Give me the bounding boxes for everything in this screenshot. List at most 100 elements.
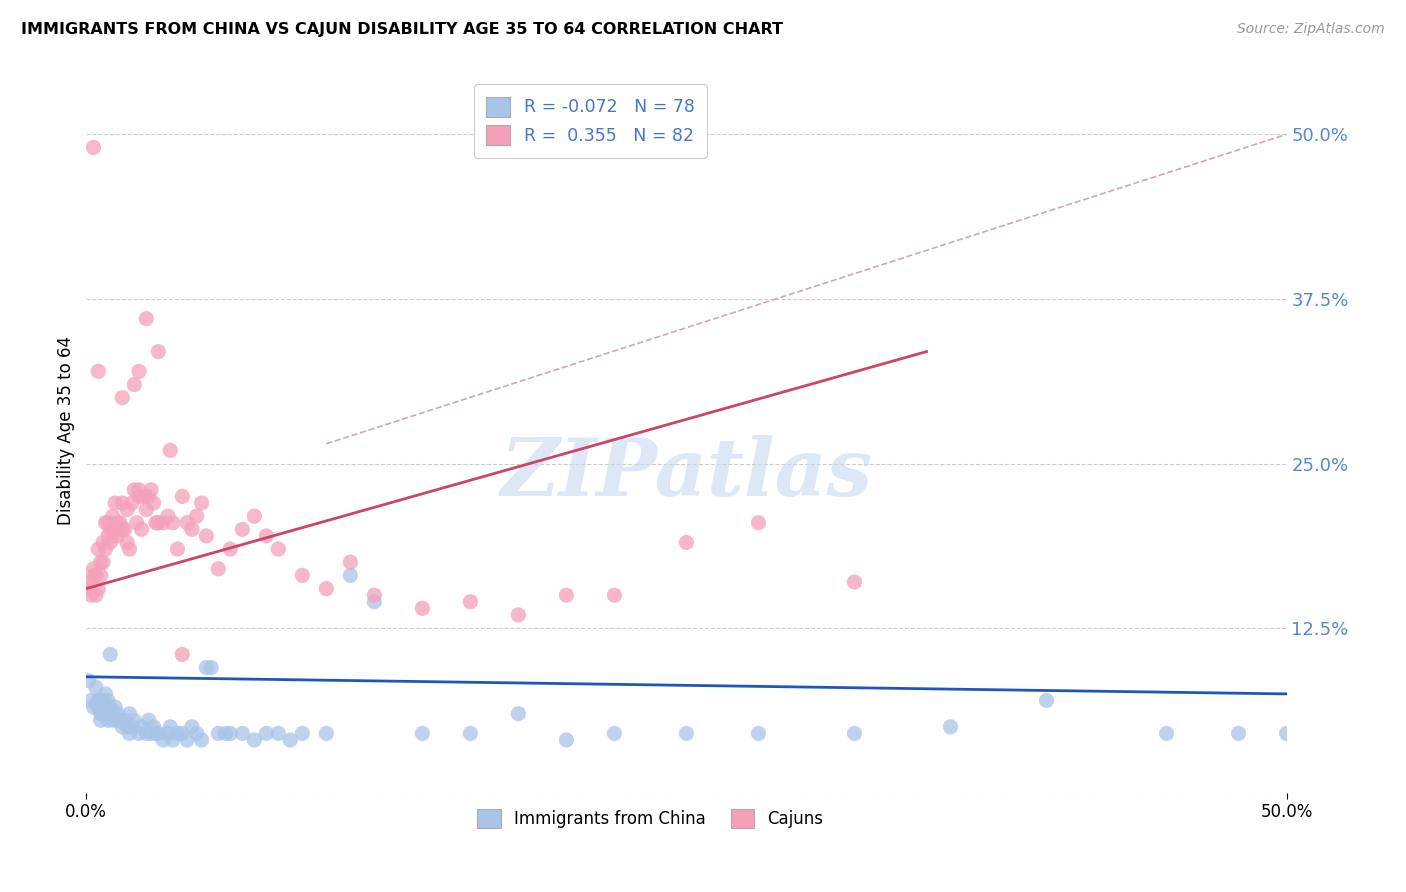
Point — [107, 706, 129, 721]
Point — [107, 516, 129, 530]
Point — [148, 344, 170, 359]
Point — [1275, 726, 1298, 740]
Point — [460, 595, 482, 609]
Point — [97, 693, 120, 707]
Text: IMMIGRANTS FROM CHINA VS CAJUN DISABILITY AGE 35 TO 64 CORRELATION CHART: IMMIGRANTS FROM CHINA VS CAJUN DISABILIT… — [21, 22, 783, 37]
Point — [159, 443, 181, 458]
Point — [98, 522, 121, 536]
Point — [148, 726, 170, 740]
Point — [128, 364, 150, 378]
Point — [139, 726, 162, 740]
Point — [94, 700, 117, 714]
Point — [939, 720, 962, 734]
Point — [603, 726, 626, 740]
Point — [97, 529, 120, 543]
Point — [172, 490, 194, 504]
Point — [87, 700, 110, 714]
Point — [1227, 726, 1250, 740]
Point — [128, 490, 150, 504]
Point — [162, 516, 184, 530]
Point — [77, 673, 100, 688]
Point — [101, 706, 124, 721]
Point — [148, 516, 170, 530]
Point — [124, 483, 146, 497]
Point — [460, 726, 482, 740]
Point — [207, 726, 229, 740]
Point — [111, 522, 134, 536]
Point — [97, 516, 120, 530]
Point — [87, 693, 110, 707]
Point — [82, 700, 104, 714]
Point — [135, 502, 157, 516]
Point — [603, 588, 626, 602]
Text: ZIPatlas: ZIPatlas — [501, 435, 873, 513]
Point — [108, 516, 131, 530]
Point — [243, 733, 266, 747]
Point — [159, 720, 181, 734]
Point — [87, 582, 110, 596]
Point — [111, 720, 134, 734]
Point — [98, 535, 121, 549]
Point — [121, 720, 143, 734]
Point — [90, 713, 112, 727]
Point — [82, 562, 104, 576]
Point — [87, 693, 110, 707]
Point — [1035, 693, 1057, 707]
Point — [138, 713, 160, 727]
Point — [104, 700, 127, 714]
Point — [94, 542, 117, 557]
Point — [200, 660, 222, 674]
Point — [128, 483, 150, 497]
Point — [114, 522, 136, 536]
Point — [97, 713, 120, 727]
Point — [315, 726, 337, 740]
Point — [508, 607, 530, 622]
Point — [94, 687, 117, 701]
Point — [267, 726, 290, 740]
Point — [107, 529, 129, 543]
Point — [115, 502, 138, 516]
Point — [104, 496, 127, 510]
Point — [195, 529, 218, 543]
Y-axis label: Disability Age 35 to 64: Disability Age 35 to 64 — [58, 336, 75, 525]
Point — [94, 516, 117, 530]
Point — [254, 726, 277, 740]
Point — [131, 522, 153, 536]
Point — [108, 713, 131, 727]
Point — [291, 568, 314, 582]
Point — [104, 522, 127, 536]
Point — [142, 720, 165, 734]
Point — [411, 726, 433, 740]
Point — [80, 574, 103, 589]
Point — [747, 516, 769, 530]
Legend: Immigrants from China, Cajuns: Immigrants from China, Cajuns — [471, 803, 830, 835]
Point — [98, 648, 121, 662]
Point — [90, 693, 112, 707]
Point — [280, 733, 302, 747]
Point — [162, 733, 184, 747]
Point — [156, 509, 179, 524]
Point — [101, 529, 124, 543]
Point — [214, 726, 236, 740]
Point — [139, 483, 162, 497]
Point — [124, 713, 146, 727]
Point — [90, 568, 112, 582]
Point — [111, 391, 134, 405]
Point — [315, 582, 337, 596]
Point — [675, 726, 697, 740]
Point — [82, 568, 104, 582]
Point — [84, 568, 107, 582]
Point — [363, 588, 385, 602]
Point — [156, 726, 179, 740]
Point — [176, 733, 198, 747]
Point — [121, 496, 143, 510]
Point — [82, 140, 104, 154]
Point — [172, 648, 194, 662]
Point — [190, 496, 212, 510]
Point — [219, 726, 242, 740]
Point — [135, 311, 157, 326]
Point — [152, 516, 174, 530]
Point — [180, 720, 202, 734]
Point — [128, 726, 150, 740]
Point — [80, 588, 103, 602]
